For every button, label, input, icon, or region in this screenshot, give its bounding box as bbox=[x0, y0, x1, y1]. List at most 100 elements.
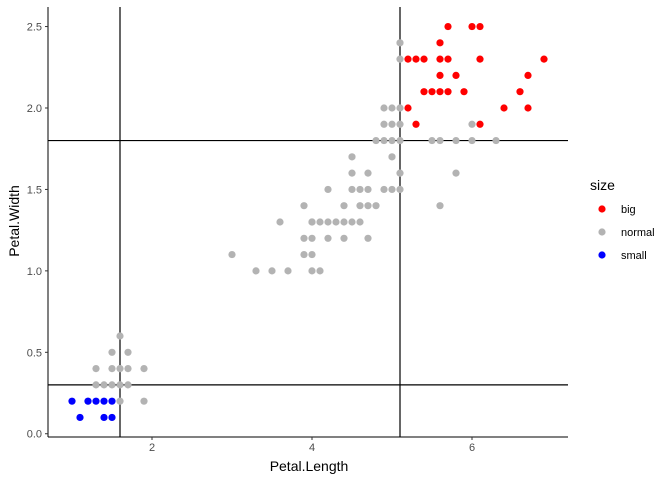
point-big bbox=[436, 88, 444, 96]
point-normal bbox=[316, 218, 324, 226]
point-normal bbox=[452, 169, 460, 177]
y-tick-label: 1.0 bbox=[27, 266, 42, 278]
point-big bbox=[444, 88, 452, 96]
point-normal bbox=[324, 234, 332, 242]
point-big bbox=[412, 120, 420, 128]
point-big bbox=[524, 71, 532, 80]
y-tick-label: 2.0 bbox=[27, 103, 42, 115]
legend-key-normal bbox=[598, 228, 606, 236]
reference-lines bbox=[48, 7, 568, 437]
point-big bbox=[476, 22, 484, 31]
point-big bbox=[468, 22, 476, 31]
point-normal bbox=[372, 136, 380, 145]
point-normal bbox=[364, 234, 372, 242]
point-normal bbox=[348, 169, 356, 177]
point-normal bbox=[388, 153, 396, 161]
point-normal bbox=[308, 218, 316, 226]
point-normal bbox=[380, 185, 388, 194]
point-normal bbox=[300, 202, 308, 210]
point-normal bbox=[380, 104, 388, 112]
point-normal bbox=[436, 202, 444, 210]
point-normal bbox=[388, 104, 396, 112]
point-big bbox=[524, 104, 532, 112]
point-normal bbox=[372, 202, 380, 210]
point-big bbox=[404, 104, 412, 112]
point-normal bbox=[348, 185, 356, 194]
y-tick-label: 0.0 bbox=[27, 429, 42, 441]
tick-labels: 2 4 6 0.0 0.5 1.0 1.5 2.0 2.5 bbox=[27, 22, 475, 454]
point-normal bbox=[396, 169, 404, 177]
point-normal bbox=[468, 120, 476, 128]
x-axis-title: Petal.Length bbox=[270, 458, 349, 474]
point-normal bbox=[140, 397, 148, 405]
point-normal bbox=[300, 234, 308, 242]
point-normal bbox=[468, 136, 476, 145]
point-normal bbox=[396, 120, 404, 128]
point-big bbox=[412, 55, 420, 63]
point-normal bbox=[228, 250, 236, 259]
point-big bbox=[444, 55, 452, 63]
point-big bbox=[436, 71, 444, 80]
point-normal bbox=[388, 136, 396, 145]
point-normal bbox=[308, 250, 316, 259]
point-normal bbox=[108, 364, 116, 373]
point-normal bbox=[100, 381, 108, 389]
point-small bbox=[76, 413, 84, 422]
y-tick-label: 0.5 bbox=[27, 347, 42, 359]
point-big bbox=[460, 88, 468, 96]
point-normal bbox=[108, 348, 116, 356]
point-normal bbox=[436, 136, 444, 145]
point-normal bbox=[396, 136, 404, 145]
point-big bbox=[452, 71, 460, 80]
x-tick-label: 6 bbox=[469, 442, 475, 454]
point-normal bbox=[340, 234, 348, 242]
point-normal bbox=[276, 218, 284, 226]
x-tick-label: 2 bbox=[149, 442, 155, 454]
point-normal bbox=[308, 234, 316, 242]
point-normal bbox=[340, 202, 348, 210]
point-normal bbox=[324, 185, 332, 194]
point-normal bbox=[452, 136, 460, 145]
point-big bbox=[444, 22, 452, 31]
point-normal bbox=[396, 185, 404, 194]
point-big bbox=[500, 104, 508, 112]
point-small bbox=[108, 413, 116, 422]
data-points bbox=[68, 22, 548, 422]
point-big bbox=[420, 88, 428, 96]
point-normal bbox=[364, 202, 372, 210]
point-big bbox=[436, 55, 444, 63]
point-normal bbox=[356, 218, 364, 226]
point-big bbox=[476, 55, 484, 63]
point-normal bbox=[140, 364, 148, 373]
point-normal bbox=[108, 381, 116, 389]
point-normal bbox=[308, 267, 316, 275]
point-big bbox=[404, 55, 412, 63]
point-big bbox=[420, 55, 428, 63]
y-tick-label: 2.5 bbox=[27, 22, 42, 34]
point-small bbox=[92, 397, 100, 405]
point-normal bbox=[332, 218, 340, 226]
legend-label-normal: normal bbox=[621, 227, 655, 239]
point-normal bbox=[492, 136, 500, 145]
axes bbox=[47, 7, 568, 438]
point-small bbox=[68, 397, 76, 405]
legend-label-small: small bbox=[621, 250, 647, 262]
point-small bbox=[84, 397, 92, 405]
point-normal bbox=[92, 364, 100, 373]
point-normal bbox=[348, 218, 356, 226]
point-normal bbox=[124, 348, 132, 356]
point-normal bbox=[396, 39, 404, 47]
point-normal bbox=[428, 136, 436, 145]
point-normal bbox=[380, 120, 388, 128]
point-normal bbox=[348, 153, 356, 161]
point-normal bbox=[364, 169, 372, 177]
point-big bbox=[436, 39, 444, 47]
y-tick-label: 1.5 bbox=[27, 184, 42, 196]
point-small bbox=[100, 413, 108, 422]
legend-title: size bbox=[590, 177, 615, 193]
point-normal bbox=[388, 185, 396, 194]
point-normal bbox=[340, 218, 348, 226]
point-normal bbox=[356, 202, 364, 210]
point-small bbox=[108, 397, 116, 405]
